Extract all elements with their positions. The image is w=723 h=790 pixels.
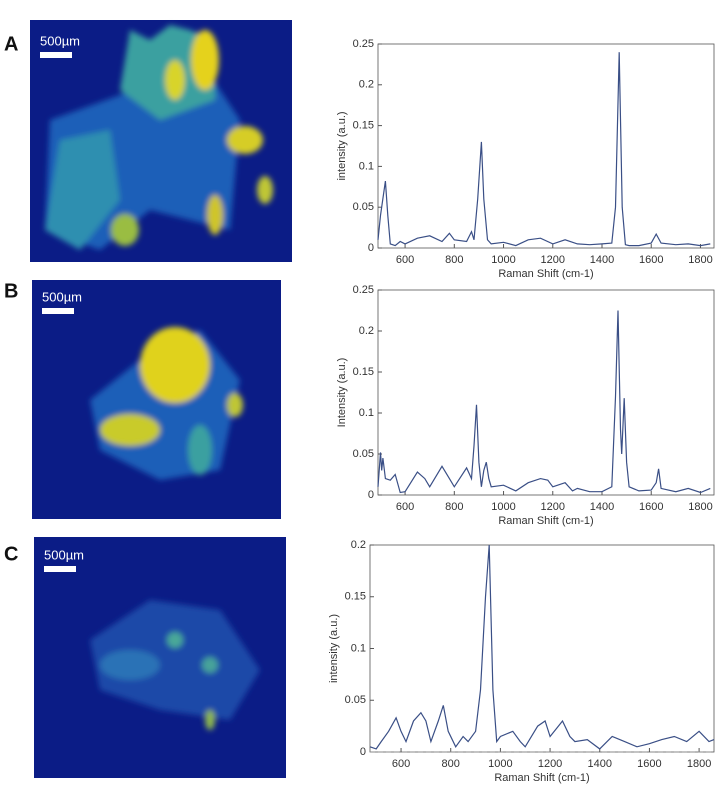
y-tick-label: 0.2 — [351, 539, 366, 551]
y-tick-label: 0.25 — [353, 284, 374, 296]
plot-frame — [377, 289, 715, 496]
x-axis-label: Raman Shift (cm-1) — [498, 268, 593, 280]
spectrum-line — [369, 544, 715, 750]
map-features — [90, 600, 260, 730]
y-tick-label: 0.15 — [345, 591, 366, 603]
x-axis-label: Raman Shift (cm-1) — [494, 772, 589, 784]
scale-bar-label: 500µm — [42, 289, 82, 304]
x-tick-label: 1600 — [639, 501, 663, 513]
x-tick-label: 1000 — [488, 758, 512, 770]
scale-bar-label: 500µm — [40, 33, 80, 48]
y-tick-label: 0 — [368, 489, 374, 501]
x-tick-label: 1600 — [637, 758, 661, 770]
y-tick-label: 0 — [368, 242, 374, 254]
x-tick-label: 1800 — [687, 758, 711, 770]
y-tick-label: 0.1 — [359, 160, 374, 172]
y-tick-label: 0.25 — [353, 38, 374, 50]
map-c — [34, 537, 286, 778]
x-tick-label: 1800 — [688, 501, 712, 513]
x-tick-label: 1400 — [588, 758, 612, 770]
map-features — [90, 327, 243, 480]
y-axis-label: intensity (a.u.) — [328, 614, 340, 683]
scale-bar — [44, 566, 76, 572]
x-tick-label: 1000 — [491, 254, 515, 266]
y-axis-label: Intensity (a.u.) — [336, 358, 348, 428]
x-tick-label: 800 — [445, 501, 463, 513]
y-tick-label: 0.05 — [353, 201, 374, 213]
y-tick-label: 0.1 — [359, 407, 374, 419]
x-axis-label: Raman Shift (cm-1) — [498, 515, 593, 527]
x-tick-label: 600 — [396, 501, 414, 513]
scale-bar-label: 500µm — [44, 547, 84, 562]
x-tick-label: 1200 — [541, 501, 565, 513]
plot-frame — [377, 43, 715, 249]
map-b — [32, 280, 281, 519]
y-tick-label: 0.15 — [353, 366, 374, 378]
panel-label: C — [4, 543, 18, 565]
panel-label: A — [4, 33, 18, 55]
y-tick-label: 0 — [360, 746, 366, 758]
scale-bar — [40, 52, 72, 58]
panel-label: B — [4, 280, 18, 302]
y-tick-label: 0.1 — [351, 642, 366, 654]
x-tick-label: 1800 — [688, 254, 712, 266]
plot-frame — [369, 544, 715, 753]
map-a — [30, 20, 292, 262]
scale-bar — [42, 308, 74, 314]
x-tick-label: 1000 — [491, 501, 515, 513]
y-axis-label: intensity (a.u.) — [336, 111, 348, 180]
x-tick-label: 1400 — [590, 501, 614, 513]
x-tick-label: 800 — [445, 254, 463, 266]
y-tick-label: 0.05 — [353, 448, 374, 460]
spectrum-line — [377, 310, 711, 494]
map-features — [45, 25, 273, 250]
y-tick-label: 0.15 — [353, 120, 374, 132]
x-tick-label: 1400 — [590, 254, 614, 266]
x-tick-label: 600 — [392, 758, 410, 770]
y-tick-label: 0.2 — [359, 325, 374, 337]
x-tick-label: 1600 — [639, 254, 663, 266]
x-tick-label: 1200 — [541, 254, 565, 266]
spectrum-line — [377, 52, 711, 247]
y-tick-label: 0.2 — [359, 79, 374, 91]
x-tick-label: 1200 — [538, 758, 562, 770]
x-tick-label: 600 — [396, 254, 414, 266]
y-tick-label: 0.05 — [345, 694, 366, 706]
x-tick-label: 800 — [442, 758, 460, 770]
